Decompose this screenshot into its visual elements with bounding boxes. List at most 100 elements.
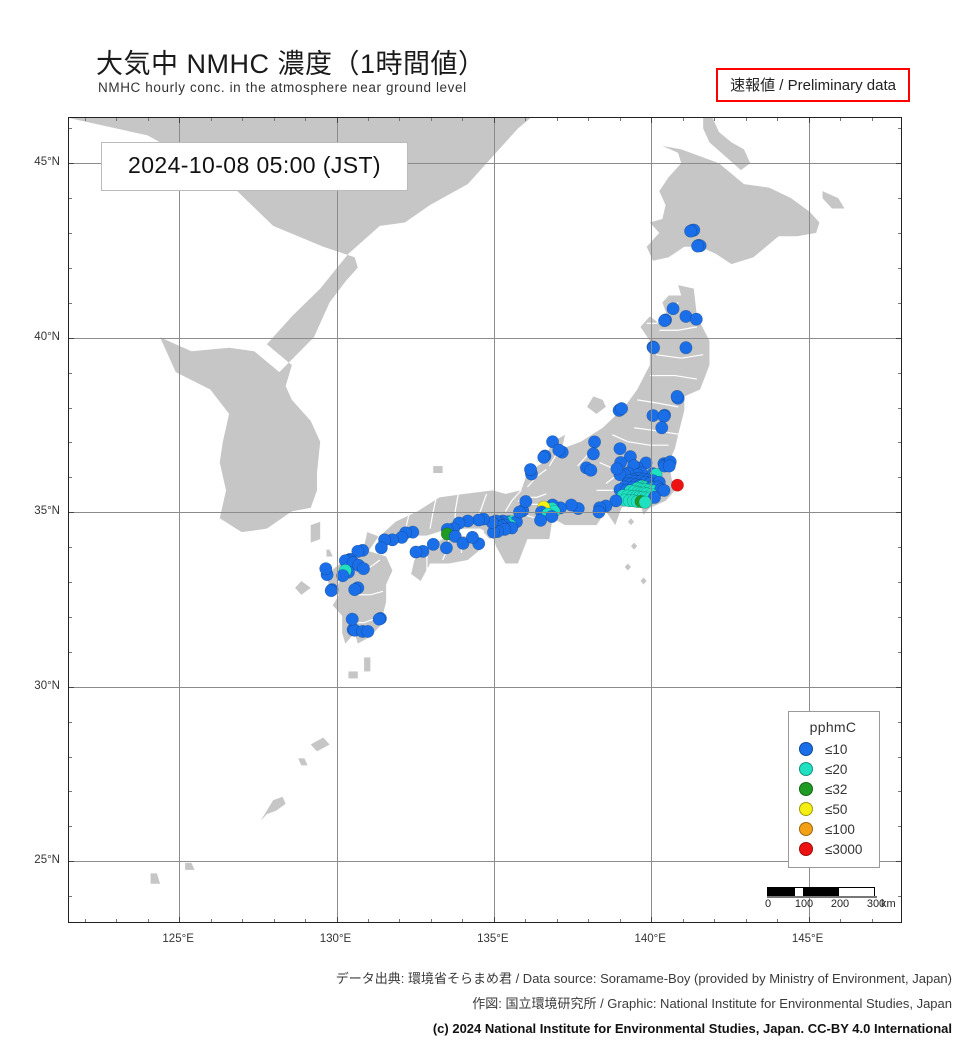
axis-tick-minor [871,919,873,922]
monitoring-station-point[interactable] [638,495,652,509]
gridline-horizontal [69,861,901,863]
x-axis-label: 140°E [634,933,666,945]
axis-tick-minor [147,919,149,922]
axis-tick-minor [462,919,464,922]
axis-tick [896,163,901,165]
axis-tick-minor [69,896,72,898]
monitoring-station-point[interactable] [586,447,600,461]
monitoring-station-point[interactable] [336,569,350,583]
axis-tick-minor [430,919,432,922]
legend-item[interactable]: ≤50 [799,799,867,819]
axis-tick [336,118,338,123]
axis-tick [896,512,901,514]
monitoring-station-point[interactable] [456,536,470,550]
axis-tick-minor [898,268,901,270]
map-plot-area[interactable]: 2024-10-08 05:00 (JST) pphmC ≤10 ≤20 ≤32 ≤5… [68,117,902,923]
monitoring-station-point[interactable] [592,505,606,519]
monitoring-station-point[interactable] [689,312,703,326]
axis-tick-minor [147,118,149,121]
monitoring-station-point[interactable] [662,459,676,473]
monitoring-station-point[interactable] [610,462,624,476]
axis-tick [336,917,338,922]
axis-tick-minor [525,919,527,922]
axis-tick-minor [116,919,118,922]
axis-tick-minor [69,616,72,618]
monitoring-station-point[interactable] [588,435,602,449]
axis-tick [808,118,810,123]
monitoring-station-point[interactable] [657,483,671,497]
axis-tick [808,917,810,922]
axis-tick-minor [898,896,901,898]
monitoring-station-point[interactable] [613,442,627,456]
axis-tick-minor [898,791,901,793]
legend-item[interactable]: ≤20 [799,759,867,779]
legend-item[interactable]: ≤100 [799,819,867,839]
monitoring-station-point[interactable] [361,624,375,638]
monitoring-station-point[interactable] [519,495,533,509]
monitoring-station-point[interactable] [564,498,578,512]
monitoring-station-point[interactable] [534,513,548,527]
legend-color-swatch [799,762,813,776]
legend-item[interactable]: ≤10 [799,739,867,759]
monitoring-station-point[interactable] [537,450,551,464]
monitoring-station-point[interactable] [545,510,559,523]
monitoring-station-point[interactable] [646,409,660,423]
axis-tick-minor [273,118,275,121]
gridline-horizontal [69,512,901,514]
prefecture-border [504,489,522,512]
monitoring-station-point[interactable] [409,545,423,559]
monitoring-station-point[interactable] [351,544,365,558]
legend-item[interactable]: ≤32 [799,779,867,799]
legend-item[interactable]: ≤3000 [799,839,867,859]
monitoring-station-point[interactable] [348,583,362,597]
scale-bar-labels: 0 100 200 300 km [765,898,896,912]
axis-tick-minor [69,233,72,235]
monitoring-station-point[interactable] [324,584,338,598]
monitoring-station-point[interactable] [670,478,684,492]
monitoring-station-point[interactable] [657,409,671,423]
monitoring-station-point[interactable] [666,302,680,316]
monitoring-station-point[interactable] [426,537,440,551]
axis-tick-minor [898,302,901,304]
monitoring-station-point[interactable] [465,530,479,544]
axis-tick [69,686,74,688]
monitoring-station-point[interactable] [670,389,684,403]
x-axis-label: 125°E [162,933,194,945]
monitoring-station-point[interactable] [658,314,672,328]
page-title: 大気中 NMHC 濃度（1時間値） [96,49,486,79]
timestamp-box: 2024-10-08 05:00 (JST) [101,142,408,191]
landmass-izu1 [627,518,635,526]
monitoring-station-point[interactable] [513,505,527,519]
monitoring-station-point[interactable] [374,541,388,555]
monitoring-station-point[interactable] [524,463,537,477]
monitoring-station-point[interactable] [372,612,386,626]
axis-tick [69,163,74,165]
prefecture-border [429,497,437,529]
monitoring-station-point[interactable] [552,443,566,457]
axis-tick-minor [898,128,901,130]
monitoring-station-point[interactable] [655,421,669,435]
landmass-sado [587,396,606,414]
gridline-horizontal [69,686,901,688]
monitoring-station-point[interactable] [647,341,661,355]
monitoring-station-point[interactable] [609,494,623,508]
monitoring-station-point[interactable] [357,562,370,576]
monitoring-station-point[interactable] [319,562,333,576]
monitoring-station-point[interactable] [584,463,598,477]
legend-box[interactable]: pphmC ≤10 ≤20 ≤32 ≤50 ≤100 ≤3000 [788,711,880,868]
monitoring-station-point[interactable] [615,402,629,416]
axis-tick-minor [69,268,72,270]
monitoring-station-point[interactable] [345,612,359,626]
axis-tick-minor [898,616,901,618]
monitoring-station-point[interactable] [691,239,705,253]
scale-bar-tick-label: 100 [794,898,814,910]
axis-tick-minor [69,198,72,200]
legend-item-label: ≤100 [825,821,855,837]
monitoring-station-point[interactable] [472,513,486,527]
monitoring-station-point[interactable] [684,224,698,238]
monitoring-station-point[interactable] [679,341,693,355]
landmass-izu2 [630,542,638,550]
prefecture-border [354,590,384,596]
monitoring-station-point[interactable] [439,541,453,555]
axis-tick-minor [556,919,558,922]
